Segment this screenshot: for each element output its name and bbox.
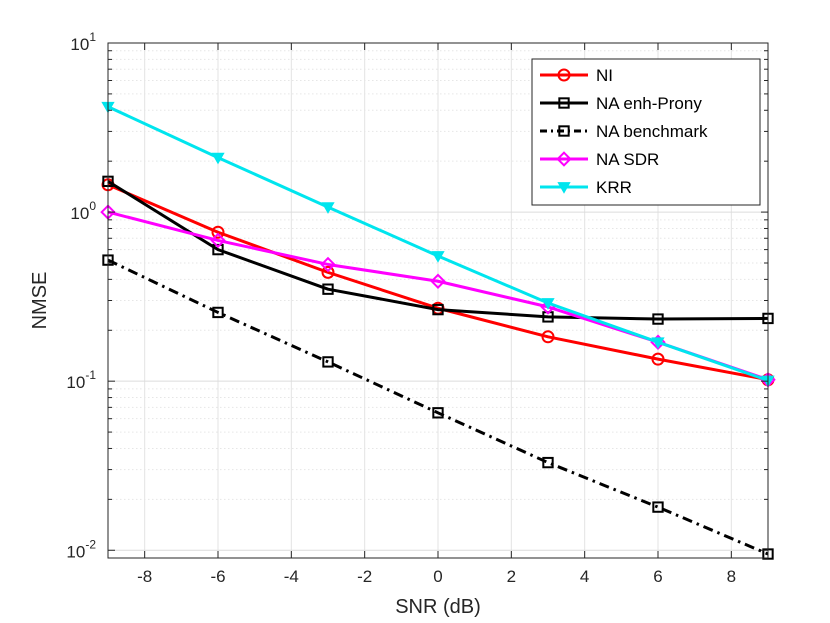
- legend-marker: [557, 68, 571, 82]
- data-point: [651, 352, 665, 366]
- y-tick-base: 10: [70, 204, 89, 223]
- data-point: [541, 298, 555, 310]
- x-tick-label: 6: [653, 567, 662, 586]
- data-point: [651, 337, 665, 349]
- legend-marker: [557, 182, 571, 194]
- x-tick-label: 8: [727, 567, 736, 586]
- legend-item: KRR: [540, 178, 632, 197]
- y-tick-base: 10: [66, 373, 85, 392]
- legend-label: KRR: [596, 178, 632, 197]
- y-tick-label: 101: [70, 30, 96, 54]
- data-point: [321, 202, 335, 214]
- y-axis-label: NMSE: [29, 272, 51, 330]
- x-tick-label: 2: [507, 567, 516, 586]
- data-point: [541, 330, 555, 344]
- data-point: [321, 265, 335, 279]
- y-tick-label: 10-1: [66, 368, 96, 392]
- x-axis-label: SNR (dB): [395, 596, 481, 618]
- y-tick-exponent: 1: [89, 30, 96, 44]
- y-tick-exponent: -2: [85, 537, 96, 551]
- data-point: [652, 313, 664, 325]
- data-point: [430, 273, 446, 289]
- data-point: [652, 501, 664, 513]
- x-tick-label: -4: [284, 567, 299, 586]
- series-line: [107, 258, 769, 556]
- data-point: [322, 356, 334, 368]
- y-tick-label: 100: [70, 199, 96, 223]
- legend-label: NA enh-Prony: [596, 94, 702, 113]
- ticks: [108, 42, 768, 559]
- y-tick-base: 10: [70, 35, 89, 54]
- legend-item: NI: [540, 66, 613, 85]
- x-tick-label: -2: [357, 567, 372, 586]
- data-point: [211, 152, 225, 165]
- series-krr: [101, 101, 775, 388]
- data-point: [210, 232, 226, 249]
- legend-marker: [558, 97, 570, 109]
- y-tick-exponent: 0: [89, 199, 96, 213]
- x-tick-label: -8: [137, 567, 152, 586]
- y-tick-base: 10: [66, 542, 85, 561]
- data-point: [212, 306, 224, 319]
- x-tick-labels: -8 -6 -4 -2 0 2 4 6 8: [137, 567, 736, 586]
- x-tick-label: -6: [210, 567, 225, 586]
- y-tick-label: 10-2: [66, 537, 96, 561]
- legend: NI NA enh-Prony NA benchmark NA SDR KRR: [531, 58, 761, 206]
- legend-label: NA benchmark: [596, 122, 708, 141]
- data-point: [211, 225, 225, 239]
- data-point: [322, 283, 334, 295]
- series-layer: [100, 101, 776, 560]
- series-line: [107, 180, 769, 321]
- x-tick-label: 4: [580, 567, 589, 586]
- legend-item: NA benchmark: [540, 122, 708, 141]
- data-point: [431, 251, 445, 263]
- data-point: [432, 303, 444, 316]
- data-point: [542, 456, 554, 469]
- legend-label: NA SDR: [596, 150, 659, 169]
- legend-marker: [558, 125, 570, 137]
- legend-item: NA enh-Prony: [540, 94, 702, 113]
- data-point: [212, 243, 224, 256]
- legend-marker: [556, 151, 572, 167]
- data-point: [320, 256, 336, 273]
- y-tick-exponent: -1: [85, 368, 96, 382]
- x-tick-label: 0: [433, 567, 442, 586]
- data-point: [432, 407, 444, 419]
- legend-item: NA SDR: [540, 150, 659, 169]
- legend-label: NI: [596, 66, 613, 85]
